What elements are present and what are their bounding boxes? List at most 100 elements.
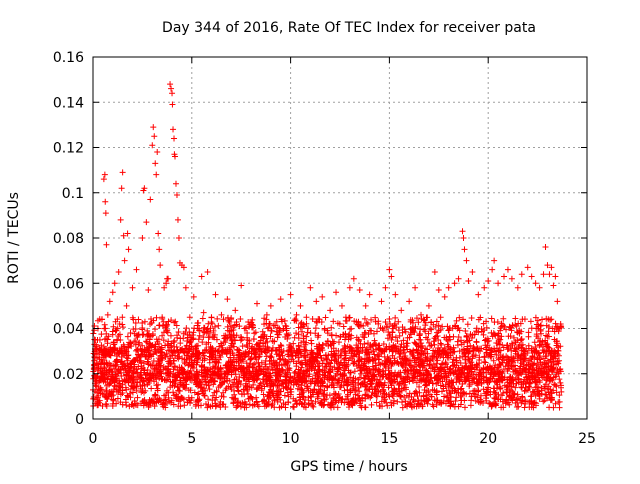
data-point bbox=[157, 262, 164, 269]
data-point bbox=[504, 266, 511, 273]
data-point bbox=[293, 330, 300, 337]
data-point bbox=[346, 326, 353, 333]
data-point bbox=[385, 384, 392, 391]
data-point bbox=[213, 394, 220, 401]
data-point bbox=[382, 284, 389, 291]
data-point bbox=[342, 344, 349, 351]
data-point bbox=[192, 403, 199, 410]
y-tick-label-7: 0.14 bbox=[53, 95, 84, 111]
data-point bbox=[123, 302, 130, 309]
data-point bbox=[297, 302, 304, 309]
data-point bbox=[383, 323, 390, 330]
data-point bbox=[248, 384, 255, 391]
data-point bbox=[368, 401, 375, 408]
data-point bbox=[521, 316, 528, 323]
x-tick-label-4: 20 bbox=[479, 431, 497, 447]
data-point bbox=[308, 340, 315, 347]
data-point bbox=[230, 400, 237, 407]
data-point bbox=[290, 340, 297, 347]
data-point bbox=[362, 363, 369, 370]
data-point bbox=[527, 318, 534, 325]
data-point bbox=[350, 360, 357, 367]
data-point bbox=[441, 293, 448, 300]
data-point bbox=[399, 399, 406, 406]
data-point bbox=[492, 389, 499, 396]
data-point bbox=[155, 381, 162, 388]
data-point bbox=[139, 326, 146, 333]
data-point bbox=[535, 391, 542, 398]
data-point bbox=[168, 317, 175, 324]
data-point bbox=[263, 316, 270, 323]
data-point bbox=[143, 219, 150, 226]
data-point bbox=[473, 339, 480, 346]
data-point bbox=[540, 398, 547, 405]
data-point bbox=[492, 362, 499, 369]
data-point bbox=[355, 395, 362, 402]
data-point bbox=[150, 124, 157, 131]
data-point bbox=[557, 379, 564, 386]
data-point bbox=[368, 381, 375, 388]
data-point bbox=[173, 343, 180, 350]
data-point bbox=[177, 340, 184, 347]
data-point bbox=[391, 355, 398, 362]
data-point bbox=[435, 322, 442, 329]
data-point bbox=[473, 328, 480, 335]
data-point bbox=[173, 322, 180, 329]
data-point bbox=[264, 365, 271, 372]
data-point bbox=[314, 319, 321, 326]
data-point bbox=[506, 358, 513, 365]
data-point bbox=[133, 266, 140, 273]
data-point bbox=[110, 397, 117, 404]
data-point bbox=[351, 368, 358, 375]
data-point bbox=[171, 337, 178, 344]
data-point bbox=[338, 302, 345, 309]
data-point bbox=[147, 196, 154, 203]
data-point bbox=[422, 322, 429, 329]
data-point bbox=[199, 339, 206, 346]
data-point bbox=[210, 327, 217, 334]
data-point bbox=[515, 320, 522, 327]
data-point bbox=[172, 318, 179, 325]
data-point bbox=[239, 343, 246, 350]
data-point bbox=[399, 404, 406, 411]
data-point bbox=[345, 314, 352, 321]
data-point bbox=[444, 363, 451, 370]
data-point bbox=[367, 380, 374, 387]
data-point bbox=[129, 389, 136, 396]
data-point bbox=[309, 402, 316, 409]
data-point bbox=[335, 365, 342, 372]
data-point bbox=[114, 395, 121, 402]
data-point bbox=[540, 271, 547, 278]
data-point bbox=[483, 397, 490, 404]
data-point bbox=[186, 314, 193, 321]
data-point bbox=[145, 287, 152, 294]
data-point bbox=[188, 354, 195, 361]
data-point bbox=[313, 318, 320, 325]
y-tick-label-3: 0.06 bbox=[53, 276, 84, 292]
data-point bbox=[362, 302, 369, 309]
data-point bbox=[295, 369, 302, 376]
data-point bbox=[525, 329, 532, 336]
data-point bbox=[404, 340, 411, 347]
data-point bbox=[395, 327, 402, 334]
data-point bbox=[522, 374, 529, 381]
data-point bbox=[346, 284, 353, 291]
data-point bbox=[302, 357, 309, 364]
data-point bbox=[489, 333, 496, 340]
data-point bbox=[129, 377, 136, 384]
data-point bbox=[174, 216, 181, 223]
data-point bbox=[402, 367, 409, 374]
data-point bbox=[164, 341, 171, 348]
data-point bbox=[452, 323, 459, 330]
data-point bbox=[549, 369, 556, 376]
data-point bbox=[211, 397, 218, 404]
data-point bbox=[203, 369, 210, 376]
data-point bbox=[277, 296, 284, 303]
data-point bbox=[361, 315, 368, 322]
data-point bbox=[172, 363, 179, 370]
data-point bbox=[447, 345, 454, 352]
data-point bbox=[204, 325, 211, 332]
data-point bbox=[489, 266, 496, 273]
data-point bbox=[304, 325, 311, 332]
data-point bbox=[200, 334, 207, 341]
